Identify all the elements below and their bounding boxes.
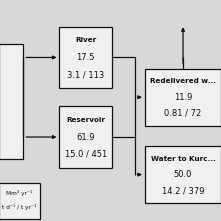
Text: 50.0: 50.0 (174, 170, 192, 179)
Text: 11.9: 11.9 (174, 93, 192, 102)
Text: River: River (75, 37, 96, 43)
Text: 15.0 / 451: 15.0 / 451 (65, 150, 107, 159)
Text: 3.1 / 113: 3.1 / 113 (67, 70, 104, 79)
Text: 14.2 / 379: 14.2 / 379 (162, 186, 204, 195)
Text: Mm³ yr⁻¹: Mm³ yr⁻¹ (6, 190, 32, 196)
FancyBboxPatch shape (145, 146, 221, 203)
FancyBboxPatch shape (0, 183, 40, 219)
FancyBboxPatch shape (145, 69, 221, 126)
Text: 61.9: 61.9 (76, 133, 95, 141)
Text: 0.81 / 72: 0.81 / 72 (164, 109, 202, 118)
FancyBboxPatch shape (59, 27, 112, 88)
Text: Redelivered w...: Redelivered w... (150, 78, 216, 84)
Text: 17.5: 17.5 (76, 53, 95, 62)
FancyBboxPatch shape (59, 106, 112, 168)
Text: Reservoir: Reservoir (66, 117, 105, 123)
Text: t d⁻¹ / t yr⁻¹: t d⁻¹ / t yr⁻¹ (2, 204, 36, 210)
Text: Water to Kurc...: Water to Kurc... (151, 156, 215, 162)
FancyBboxPatch shape (0, 44, 23, 159)
